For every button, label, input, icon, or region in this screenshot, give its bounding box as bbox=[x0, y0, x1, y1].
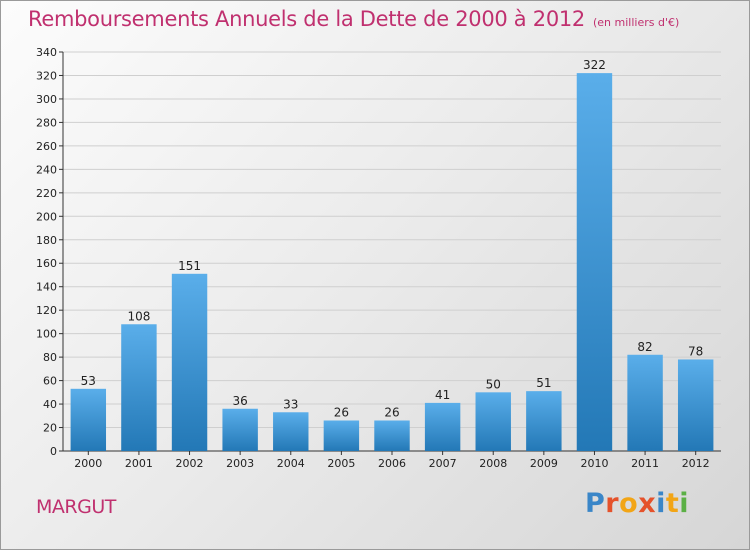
chart-title-text: Remboursements Annuels de la Dette de 20… bbox=[28, 7, 585, 31]
data-label: 53 bbox=[81, 374, 96, 388]
chart-title: Remboursements Annuels de la Dette de 20… bbox=[28, 7, 679, 31]
x-tick-label: 2001 bbox=[125, 457, 153, 470]
y-tick-label: 140 bbox=[36, 281, 57, 294]
bar bbox=[627, 354, 663, 451]
x-tick-label: 2010 bbox=[580, 457, 608, 470]
y-tick-label: 320 bbox=[36, 69, 57, 82]
data-label: 322 bbox=[583, 58, 606, 72]
logo-letter: x bbox=[638, 488, 657, 519]
data-label: 51 bbox=[536, 376, 551, 390]
x-tick-label: 2005 bbox=[327, 457, 355, 470]
data-label: 26 bbox=[384, 405, 399, 419]
y-tick-label: 40 bbox=[43, 398, 57, 411]
data-label: 151 bbox=[178, 259, 201, 273]
x-tick-label: 2011 bbox=[631, 457, 659, 470]
x-tick-label: 2000 bbox=[74, 457, 102, 470]
grid-lines bbox=[63, 51, 721, 452]
y-tick-label: 260 bbox=[36, 140, 57, 153]
axes bbox=[59, 51, 721, 455]
data-label: 26 bbox=[334, 405, 349, 419]
x-tick-label: 2012 bbox=[682, 457, 710, 470]
bar bbox=[121, 324, 157, 451]
data-label: 36 bbox=[233, 394, 248, 408]
y-tick-label: 300 bbox=[36, 93, 57, 106]
bar bbox=[475, 392, 511, 451]
data-label: 108 bbox=[127, 309, 150, 323]
y-tick-label: 0 bbox=[50, 445, 57, 458]
logo-letter: i bbox=[656, 488, 666, 519]
y-tick-label: 100 bbox=[36, 328, 57, 341]
x-tick-label: 2006 bbox=[378, 457, 406, 470]
bar bbox=[374, 420, 410, 451]
y-tick-label: 220 bbox=[36, 187, 57, 200]
y-tick-label: 340 bbox=[36, 46, 57, 59]
y-tick-label: 280 bbox=[36, 116, 57, 129]
x-tick-label: 2007 bbox=[429, 457, 457, 470]
bar bbox=[273, 412, 309, 451]
data-label: 82 bbox=[637, 340, 652, 354]
y-tick-label: 160 bbox=[36, 257, 57, 270]
bar bbox=[222, 408, 258, 451]
y-tick-label: 60 bbox=[43, 375, 57, 388]
y-tick-label: 20 bbox=[43, 422, 57, 435]
bar bbox=[677, 359, 714, 451]
bar bbox=[424, 402, 461, 451]
logo-letter: P bbox=[585, 488, 606, 519]
bar bbox=[70, 388, 107, 451]
logo-letter: i bbox=[679, 488, 690, 519]
proxiti-logo: Proxiti bbox=[585, 488, 689, 519]
y-tick-label: 180 bbox=[36, 234, 57, 247]
x-tick-label: 2004 bbox=[277, 457, 305, 470]
labels: 0 20 40 60 80 100 120 140 160 180 200 220 240 260 280 3… bbox=[36, 46, 710, 470]
x-tick-label: 2009 bbox=[530, 457, 558, 470]
bars bbox=[70, 73, 714, 451]
commune-name: MARGUT bbox=[36, 496, 116, 518]
logo-letter: r bbox=[605, 488, 620, 519]
chart-subtitle: (en milliers d'€) bbox=[593, 16, 680, 29]
data-label: 41 bbox=[435, 388, 450, 402]
data-label: 50 bbox=[486, 377, 501, 391]
logo-letter: t bbox=[665, 488, 680, 519]
bar bbox=[526, 391, 562, 451]
logo-letter: o bbox=[619, 488, 639, 519]
bar bbox=[576, 73, 613, 451]
x-tick-label: 2008 bbox=[479, 457, 507, 470]
x-tick-label: 2003 bbox=[226, 457, 254, 470]
y-tick-label: 200 bbox=[36, 210, 57, 223]
bar bbox=[323, 420, 360, 451]
y-tick-label: 240 bbox=[36, 163, 57, 176]
y-tick-label: 120 bbox=[36, 304, 57, 317]
x-tick-label: 2002 bbox=[176, 457, 204, 470]
data-label: 33 bbox=[283, 397, 298, 411]
bar bbox=[171, 273, 208, 451]
y-tick-label: 80 bbox=[43, 351, 57, 364]
data-label: 78 bbox=[688, 344, 703, 358]
